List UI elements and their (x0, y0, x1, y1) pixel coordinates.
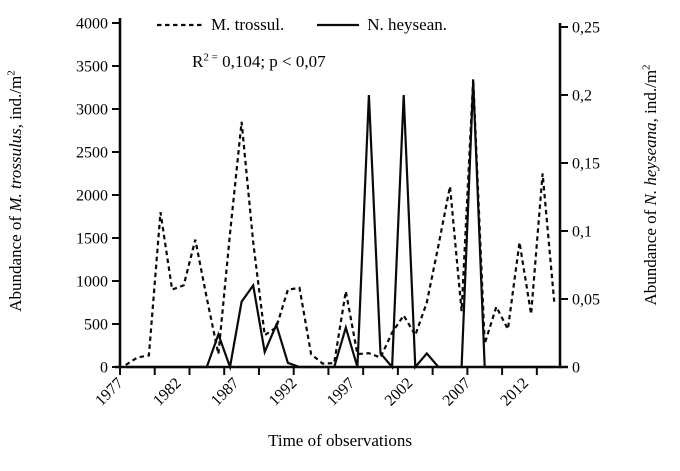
left-axis-tick-label: 0 (100, 360, 108, 377)
right-axis-title-prefix: Abundance of (641, 205, 660, 306)
left-axis-title: Abundance of M. trossulus, ind./m2 (5, 21, 28, 361)
legend: M. trossul. N. heysean. (156, 15, 447, 35)
right-axis-tick-label: 0,05 (572, 292, 600, 309)
left-axis-title-suffix: , ind./m (6, 75, 25, 129)
right-axis-title-sup: 2 (640, 64, 653, 70)
left-axis-tick-label: 500 (84, 317, 108, 334)
left-axis-title-prefix: Abundance of (6, 211, 25, 312)
left-axis-tick-label: 3000 (76, 102, 108, 119)
left-axis-tick-label: 1500 (76, 231, 108, 248)
r-rest: 0,104; p < 0,07 (217, 52, 326, 71)
left-axis-tick-label: 1000 (76, 274, 108, 291)
x-axis-title: Time of observations (268, 431, 412, 450)
left-axis-title-sup: 2 (5, 70, 18, 76)
x-axis-tick-label: 1977 (92, 375, 127, 410)
right-axis-tick-label: 0,15 (572, 156, 600, 173)
series-line-n-heyseana (125, 81, 555, 372)
series-line-m-trossulus (125, 78, 556, 366)
r-base: R (192, 52, 204, 71)
left-axis-tick-label: 2500 (76, 145, 108, 162)
x-axis-tick-label: 2007 (440, 375, 475, 410)
legend-label-n-heysean: N. heysean. (367, 15, 447, 34)
x-axis-tick-label: 1982 (150, 375, 185, 410)
legend-item-n-heysean: N. heysean. (316, 15, 447, 35)
left-axis-title-species: M. trossulus (6, 128, 25, 212)
r-squared-annotation: R2 = 0,104; p < 0,07 (192, 52, 326, 72)
legend-label-m-trossul: M. trossul. (211, 15, 285, 34)
right-axis-tick-label: 0,25 (572, 20, 600, 37)
legend-line-dashed-sample (157, 23, 203, 27)
x-axis-tick-label: 1997 (324, 375, 359, 410)
r-sup: 2 = (203, 51, 218, 64)
x-axis-tick-label: 1992 (266, 375, 301, 410)
left-axis-tick-label: 3500 (76, 59, 108, 76)
right-axis-tick-label: 0,2 (572, 88, 592, 105)
right-axis-tick-label: 0 (572, 360, 580, 377)
legend-line-solid-sample (317, 23, 360, 27)
right-axis-title-suffix: , ind./m (641, 69, 660, 123)
right-axis-tick-label: 0,1 (572, 224, 592, 241)
left-axis-tick-label: 4000 (76, 16, 108, 33)
left-axis-tick-label: 2000 (76, 188, 108, 205)
right-axis-title-species: N. heyseana (641, 122, 660, 206)
x-axis-tick-label: 2012 (497, 375, 532, 410)
legend-item-m-trossul: M. trossul. (156, 15, 284, 35)
x-axis-tick-label: 1987 (208, 375, 243, 410)
right-axis-title: Abundance of N. heyseana, ind./m2 (640, 15, 663, 355)
x-axis-tick-label: 2002 (382, 375, 417, 410)
